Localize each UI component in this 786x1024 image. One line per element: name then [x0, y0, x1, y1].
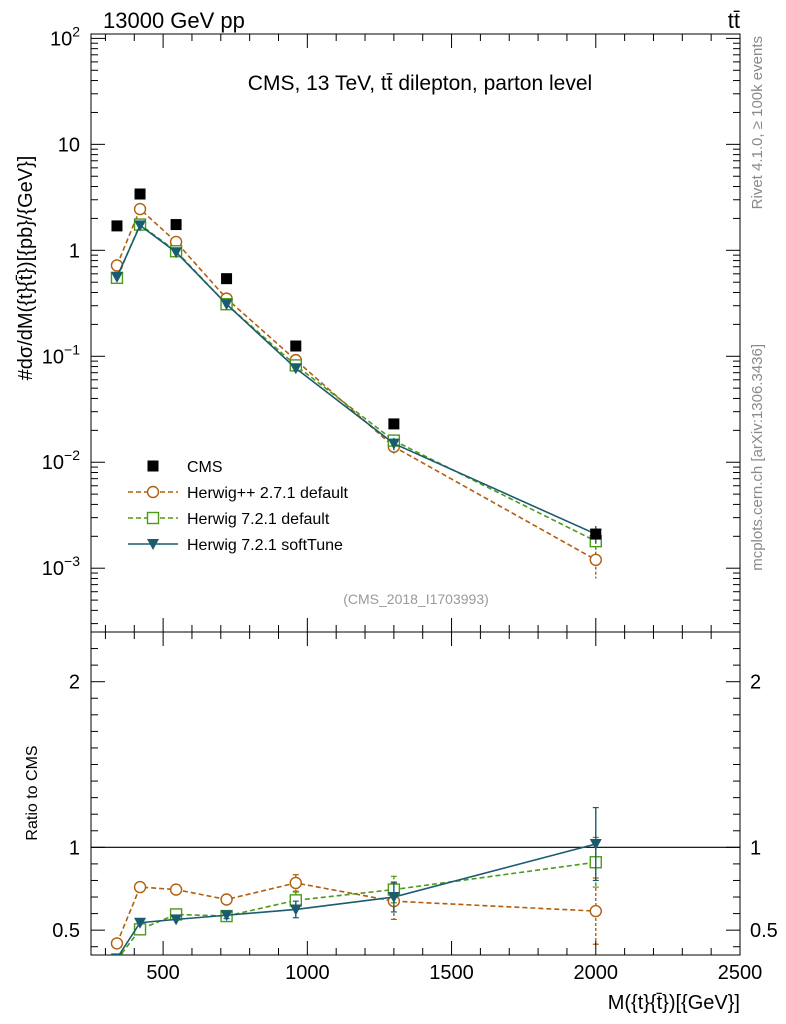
- legend-marker: [146, 485, 160, 499]
- main-series: [110, 188, 602, 579]
- header-process: 13000 GeV pp: [103, 8, 245, 33]
- ratio-tick-label-right: 1: [750, 837, 761, 859]
- x-tick-label: 2500: [718, 962, 763, 984]
- ratio-series-herwig-7-2-1-softtune: [110, 806, 602, 955]
- main-axes: 10−3 10−2 10−1 1 10 102: [42, 23, 740, 625]
- ratio-point: [169, 883, 183, 896]
- ratio-point: [110, 953, 123, 955]
- ratio-tick-label-left: 1: [69, 837, 80, 859]
- legend-label: Herwig 7.2.1 softTune: [187, 537, 343, 554]
- data-point: [221, 273, 233, 285]
- ratio-series: [91, 806, 740, 955]
- ratio-point: [220, 910, 233, 922]
- ratio-point: [110, 953, 124, 955]
- ratio-series-herwig-2-7-1-default: [110, 874, 602, 950]
- data-point: [388, 418, 400, 430]
- x-axis-label: M({t}{t̄})[{GeV}]: [608, 992, 740, 1014]
- ratio-y-axis-label: Ratio to CMS: [24, 745, 41, 840]
- legend: CMS Herwig++ 2.7.1 default Herwig 7.2.1 de…: [128, 459, 349, 554]
- y-tick-label: 102: [50, 23, 80, 50]
- ratio-point: [170, 914, 183, 926]
- ratio-point: [220, 893, 233, 906]
- x-axis: 500 1000 1500 2000 2500: [104, 34, 763, 984]
- data-point: [289, 363, 302, 375]
- y-tick-label: 10: [58, 134, 80, 156]
- y-tick-label: 10−2: [42, 447, 80, 474]
- legend-marker: [147, 460, 159, 472]
- ratio-line: [116, 882, 596, 944]
- series-herwig-7-2-1-softtune: [110, 220, 602, 544]
- y-tick-label: 10−3: [42, 553, 80, 580]
- ratio-point: [589, 839, 602, 851]
- ratio-point: [387, 892, 400, 904]
- data-point: [170, 219, 182, 231]
- series-line: [116, 207, 597, 561]
- data-point: [387, 438, 400, 450]
- legend-label: Herwig 7.2.1 default: [187, 511, 330, 528]
- x-tick-label: 500: [146, 962, 179, 984]
- legend-label: Herwig++ 2.7.1 default: [187, 485, 349, 502]
- y-tick-label: 10−1: [42, 341, 80, 368]
- data-point: [590, 528, 602, 540]
- main-y-axis-label: #dσ/dM({t}{t̄})[{pb}/{GeV}]: [15, 156, 37, 381]
- data-point: [134, 188, 146, 200]
- legend-entry-herwig-7-2-1-softtune: Herwig 7.2.1 softTune: [128, 537, 343, 554]
- legend-entry-cms: CMS: [147, 459, 223, 476]
- rivet-label: Rivet 4.1.0, ≥ 100k events: [749, 36, 766, 209]
- y-tick-label: 1: [69, 240, 80, 262]
- ratio-point: [133, 880, 147, 894]
- legend-marker: [146, 511, 160, 525]
- ratio-point: [589, 904, 602, 918]
- ratio-tick-label-right: 0.5: [750, 920, 778, 942]
- ratio-line: [118, 843, 596, 955]
- header-right: tt̄: [728, 8, 740, 33]
- ratio-plot-frame: [90, 631, 741, 956]
- ratio-axes: 0.5 0.5 1 1 2 2: [52, 631, 778, 948]
- ratio-point: [110, 937, 124, 950]
- series-cms: [111, 188, 602, 540]
- mcplots-label: mcplots.cern.ch [arXiv:1306.3436]: [749, 344, 766, 571]
- ratio-point: [134, 917, 147, 929]
- data-point: [589, 553, 602, 567]
- ratio-line: [119, 861, 596, 955]
- ratio-tick-label-right: 2: [750, 672, 761, 694]
- legend-marker: [147, 539, 159, 550]
- data-point: [111, 220, 123, 232]
- analysis-id: (CMS_2018_I1703993): [343, 591, 489, 607]
- ratio-tick-label-left: 2: [69, 672, 80, 694]
- ratio-tick-label-left: 0.5: [52, 920, 80, 942]
- data-point: [220, 299, 233, 311]
- x-tick-label: 1000: [285, 962, 330, 984]
- data-point: [133, 202, 147, 216]
- ratio-point: [289, 904, 302, 916]
- x-tick-label: 1500: [429, 962, 474, 984]
- series-herwig-7-2-1-default: [110, 218, 602, 553]
- legend-entry-herwig-7-2-1-default: Herwig 7.2.1 default: [128, 511, 330, 528]
- data-point: [290, 340, 302, 352]
- data-point: [170, 247, 183, 259]
- legend-entry-herwig-2-7-1-default: Herwig++ 2.7.1 default: [128, 485, 349, 502]
- ratio-point: [289, 876, 302, 890]
- legend-label: CMS: [187, 459, 223, 476]
- x-tick-label: 2000: [574, 962, 619, 984]
- chart-title: CMS, 13 TeV, tt̄ dilepton, parton level: [248, 72, 592, 95]
- data-point: [110, 271, 123, 283]
- data-point: [134, 220, 147, 232]
